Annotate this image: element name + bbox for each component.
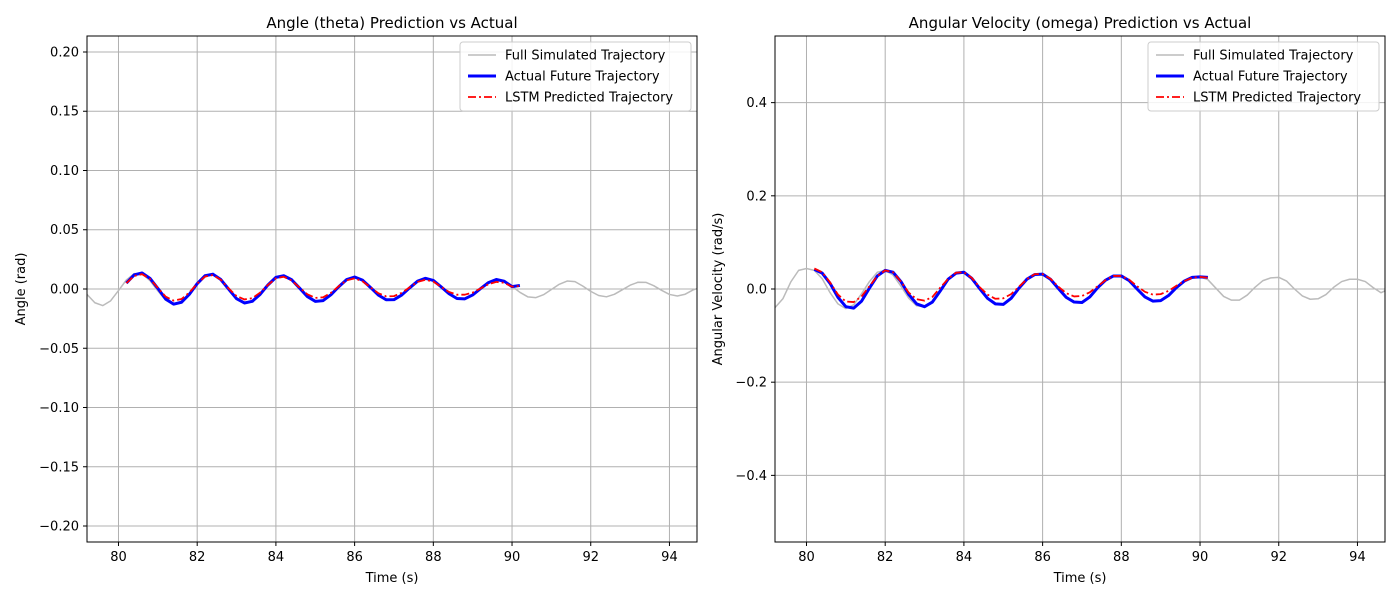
x-axis-label: Time (s) xyxy=(365,571,419,586)
series-line-3 xyxy=(813,267,1209,303)
y-tick-label: 0.0 xyxy=(746,283,767,298)
y-tick-label: −0.15 xyxy=(39,460,79,475)
chart-title: Angle (theta) Prediction vs Actual xyxy=(266,14,517,32)
legend-label-3: LSTM Predicted Trajectory xyxy=(1193,91,1361,106)
legend-label-3: LSTM Predicted Trajectory xyxy=(505,91,673,106)
series-line-2 xyxy=(813,268,1208,310)
y-tick-label: 0.4 xyxy=(746,96,767,111)
x-tick-label: 80 xyxy=(110,550,127,565)
x-tick-label: 84 xyxy=(268,550,285,565)
legend: Full Simulated Trajectory Actual Future T… xyxy=(459,41,692,112)
x-tick-label: 86 xyxy=(1034,550,1051,565)
series-line-3 xyxy=(125,273,520,302)
y-tick-label: −0.20 xyxy=(39,520,79,535)
x-tick-label: 84 xyxy=(956,550,973,565)
y-tick-label: 0.20 xyxy=(50,45,79,60)
y-axis-label: Angular Velocity (rad/s) xyxy=(711,213,726,366)
x-tick-label: 92 xyxy=(1270,550,1287,565)
x-tick-label: 88 xyxy=(425,550,442,565)
x-tick-label: 90 xyxy=(1192,550,1209,565)
legend-label-2: Actual Future Trajectory xyxy=(1193,70,1348,85)
legend-box xyxy=(1147,41,1380,112)
chart-title: Angular Velocity (omega) Prediction vs A… xyxy=(909,14,1252,32)
y-tick-label: 0.15 xyxy=(50,105,79,120)
y-tick-label: −0.4 xyxy=(735,469,767,484)
x-tick-label: 80 xyxy=(798,550,815,565)
legend-label-1: Full Simulated Trajectory xyxy=(1193,49,1354,64)
x-tick-label: 90 xyxy=(504,550,521,565)
x-tick-label: 94 xyxy=(661,550,678,565)
series-group xyxy=(775,267,1385,310)
legend-box xyxy=(459,41,692,112)
y-tick-label: −0.2 xyxy=(735,376,767,391)
x-axis-label: Time (s) xyxy=(1053,571,1107,586)
x-tick-label: 86 xyxy=(346,550,363,565)
y-axis-label: Angle (rad) xyxy=(14,253,29,326)
x-tick-label: 88 xyxy=(1113,550,1130,565)
series-group xyxy=(87,271,697,307)
y-tick-label: −0.10 xyxy=(39,401,79,416)
legend-label-1: Full Simulated Trajectory xyxy=(505,49,666,64)
x-tick-label: 94 xyxy=(1349,550,1366,565)
y-tick-label: 0.10 xyxy=(50,164,79,179)
y-tick-label: 0.00 xyxy=(50,283,79,298)
x-tick-label: 82 xyxy=(189,550,206,565)
x-tick-label: 92 xyxy=(582,550,599,565)
legend: Full Simulated Trajectory Actual Future T… xyxy=(1147,41,1380,112)
chart-panel-2: 80 82 84 86 88 90 92 94 −0.4 −0.2 0.0 0.2 0.4 Angular… xyxy=(711,14,1386,586)
chart-panel-1: 80 82 84 86 88 90 92 94 −0.20 −0.15 −0.10 −0.05 0.00… xyxy=(14,14,698,586)
legend-label-2: Actual Future Trajectory xyxy=(505,70,660,85)
x-tick-label: 82 xyxy=(877,550,894,565)
y-tick-label: −0.05 xyxy=(39,342,79,357)
y-tick-label: 0.05 xyxy=(50,223,79,238)
y-tick-label: 0.2 xyxy=(746,189,767,204)
